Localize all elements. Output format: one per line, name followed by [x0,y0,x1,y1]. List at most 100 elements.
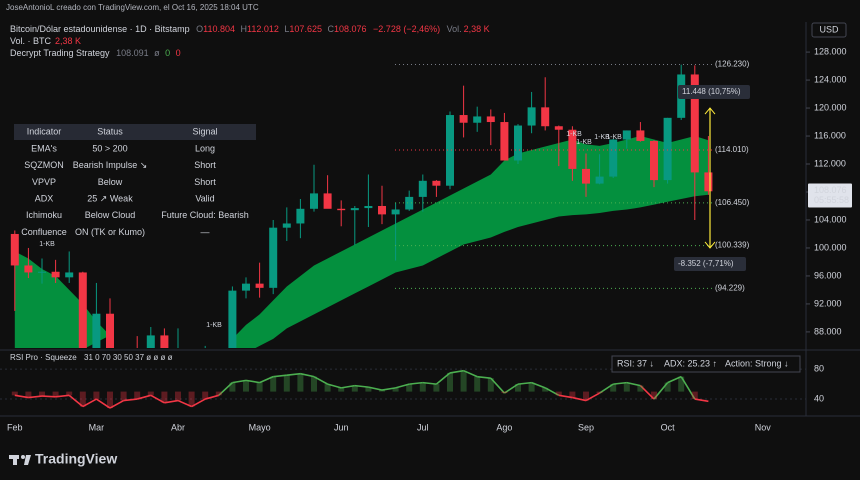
ohlc-key: C [327,24,334,34]
rsi-segment [381,387,396,391]
level-label: (106.450) [715,198,750,207]
rsi-segment [300,372,315,378]
rsi-histogram [161,391,168,403]
measure-box [674,257,746,271]
table-cell: Short [194,160,216,170]
table-cell: VPVP [32,177,56,187]
table-cell: EMA's [31,143,57,153]
rsi-segment [680,376,696,400]
rsi-status: Action: Strong ↓ [725,358,789,368]
rsi-histogram [134,391,141,400]
candle-body [500,122,509,161]
candle-body [282,223,291,228]
y-tick-label: 128.000 [814,46,847,56]
x-tick-label: Jul [417,422,429,432]
candle-body [310,193,318,209]
table-cell: Bearish Impulse ↘ [73,160,148,170]
x-tick-label: Sep [578,422,594,432]
table-cell: Short [194,177,216,187]
rsi-segment [341,384,355,389]
candle-body [514,125,522,161]
measure-arrowhead [704,241,716,249]
rsi-segment [55,394,70,398]
last-price: 108.076 [814,185,847,195]
ohlc-value: 110.804 [203,24,235,34]
candle-body [391,209,400,215]
candle-body [38,271,46,273]
table-cell: ADX [35,193,54,203]
table-cell: Confluence [21,227,67,237]
rsi-segment [368,386,383,391]
table-cell: 50 > 200 [92,143,127,153]
table-cell: Future Cloud: Bearish [161,210,249,220]
rsi-histogram [175,391,181,401]
strategy-name: Decrypt Trading Strategy [10,48,110,58]
currency[interactable]: USD [819,24,839,34]
measure-box [678,85,750,99]
rsi-segment [14,394,29,399]
rsi-histogram [188,391,195,407]
y-tick-label: 104.000 [814,214,847,224]
rsi-status: ADX: 25.23 ↑ [664,358,717,368]
table-cell: ON (TK or Kumo) [75,227,145,237]
rsi-segment [232,379,247,384]
rsi-segment [667,375,682,384]
rsi-segment [653,382,669,400]
x-tick-label: Mar [89,422,105,432]
rsi-histogram [419,382,426,392]
strategy-value: 108.091 [116,48,149,58]
rsi-histogram [311,376,317,392]
candle-body [554,126,563,130]
rsi-histogram [93,391,100,400]
currency-box[interactable] [811,22,847,38]
candle-body [364,205,373,209]
kb-label: 1-KB [39,241,55,248]
rsi-histogram [664,382,671,392]
candle-body [650,140,658,181]
rsi-histogram [25,391,32,398]
rsi-histogram [66,391,73,396]
rsi-segment [572,396,587,402]
rsi-histogram [283,375,290,392]
table-cell: SQZMON [24,160,64,170]
candle-body [65,272,74,278]
x-tick-label: Ago [496,422,512,432]
candle-body [296,208,305,224]
rsi-segment [177,399,192,408]
rsi-histogram [297,373,304,392]
rsi-segment [409,381,423,385]
volume-label: Vol. · BTC [10,36,52,46]
x-tick-label: Oct [661,422,676,432]
rsi-status-box [611,355,801,373]
ohlc-key: H [241,24,248,34]
y-tick-label: 100.000 [814,242,847,252]
measure-arrowhead [704,107,716,115]
table-header: Status [97,126,123,136]
candle-body [350,208,359,211]
candle-body [609,139,618,177]
rsi-histogram [691,391,698,400]
candle-body [337,208,346,211]
candle-body [582,168,590,184]
rsi-segment [422,381,437,385]
table-header: Indicator [27,126,62,136]
candle-body [323,193,332,209]
rsi-segment [327,383,342,389]
rsi-histogram [583,391,589,401]
rsi-segment [477,375,491,379]
rsi-histogram [52,391,59,397]
kb-label: 1-KB [594,134,610,141]
rsi-title: RSI Pro · Squeeze [10,353,77,362]
candle-body [146,335,155,348]
symbol: Bitcoin/Dólar estadounidense · 1D · Bits… [10,24,190,34]
candle-body [78,272,87,348]
ohlc-value: 112.012 [247,24,279,34]
rsi-segment [95,398,111,409]
rsi-histogram [270,376,277,392]
candle-body [378,205,386,215]
logo: TradingView [9,451,117,467]
rsi-segment [449,369,464,374]
rsi-segment [395,383,410,389]
candle-body [663,117,672,181]
rsi-status: RSI: 37 ↓ [617,358,654,368]
